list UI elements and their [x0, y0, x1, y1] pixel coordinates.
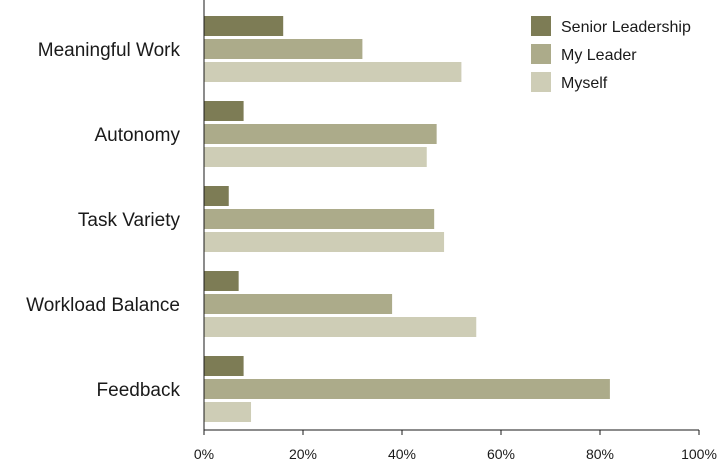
legend-item-senior-leadership: Senior Leadership	[531, 16, 691, 36]
x-tick-label: 40%	[388, 446, 416, 462]
bar-myself-meaningful-work	[204, 62, 462, 82]
bar-senior-leadership-workload-balance	[204, 271, 239, 291]
bar-senior-leadership-feedback	[204, 356, 244, 376]
legend: Senior Leadership My Leader Myself	[531, 16, 691, 92]
legend-swatch	[531, 44, 551, 64]
bar-my-leader-task-variety	[204, 209, 435, 229]
axes	[203, 0, 700, 435]
legend-label: Senior Leadership	[561, 19, 691, 36]
legend-item-myself: Myself	[531, 72, 608, 92]
x-tick-label: 60%	[487, 446, 515, 462]
bar-myself-task-variety	[204, 232, 445, 252]
bar-myself-feedback	[204, 402, 252, 422]
bar-myself-autonomy	[204, 147, 427, 167]
category-label: Autonomy	[94, 125, 180, 146]
bar-senior-leadership-task-variety	[204, 186, 229, 206]
bar-my-leader-feedback	[204, 379, 610, 399]
legend-swatch	[531, 72, 551, 92]
legend-item-my-leader: My Leader	[531, 44, 637, 64]
bar-myself-workload-balance	[204, 317, 477, 337]
x-tick-labels: 0% 20% 40% 60% 80% 100%	[194, 446, 717, 462]
legend-swatch	[531, 16, 551, 36]
bar-my-leader-workload-balance	[204, 294, 393, 314]
category-label: Workload Balance	[26, 295, 180, 316]
bars	[204, 16, 610, 422]
category-label: Task Variety	[78, 210, 181, 231]
x-tick-label: 0%	[194, 446, 214, 462]
legend-label: My Leader	[561, 47, 637, 64]
x-tick-label: 80%	[586, 446, 614, 462]
legend-label: Myself	[561, 75, 608, 92]
category-label: Meaningful Work	[38, 40, 181, 61]
bar-senior-leadership-autonomy	[204, 101, 244, 121]
bar-my-leader-meaningful-work	[204, 39, 363, 59]
category-labels: Meaningful Work Autonomy Task Variety Workl…	[26, 40, 180, 401]
category-label: Feedback	[97, 380, 181, 401]
x-tick-label: 100%	[681, 446, 717, 462]
x-tick-label: 20%	[289, 446, 317, 462]
bar-senior-leadership-meaningful-work	[204, 16, 284, 36]
bar-my-leader-autonomy	[204, 124, 437, 144]
